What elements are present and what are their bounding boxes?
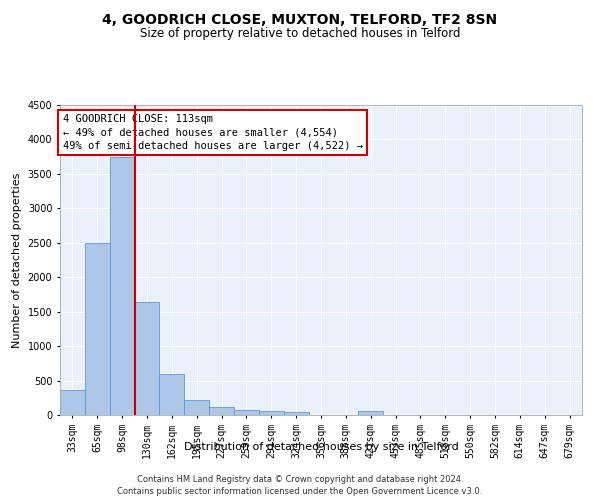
Bar (209, 408, 234, 415)
Bar (134, 302, 160, 415)
Bar (259, 411, 284, 415)
Bar (358, 411, 383, 415)
Text: Contains public sector information licensed under the Open Government Licence v3: Contains public sector information licen… (118, 487, 482, 496)
Text: 4, GOODRICH CLOSE, MUXTON, TELFORD, TF2 8SN: 4, GOODRICH CLOSE, MUXTON, TELFORD, TF2 … (103, 12, 497, 26)
Bar (85, 243, 110, 415)
Bar (110, 156, 134, 415)
Bar (234, 410, 259, 415)
Text: 4 GOODRICH CLOSE: 113sqm
← 49% of detached houses are smaller (4,554)
49% of sem: 4 GOODRICH CLOSE: 113sqm ← 49% of detach… (62, 114, 362, 150)
Bar (184, 400, 209, 415)
Bar (284, 412, 308, 415)
Y-axis label: Number of detached properties: Number of detached properties (12, 172, 22, 348)
Text: Size of property relative to detached houses in Telford: Size of property relative to detached ho… (140, 28, 460, 40)
Bar (160, 374, 184, 415)
Text: Distribution of detached houses by size in Telford: Distribution of detached houses by size … (184, 442, 458, 452)
Text: Contains HM Land Registry data © Crown copyright and database right 2024.: Contains HM Land Registry data © Crown c… (137, 475, 463, 484)
Bar (60, 390, 85, 415)
